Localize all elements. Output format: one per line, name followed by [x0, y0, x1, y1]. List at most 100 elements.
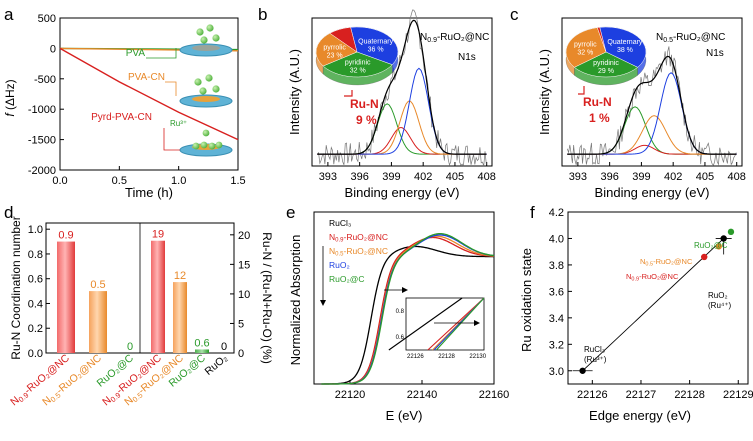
trend-line — [582, 238, 724, 372]
y-tick-label-a: -2000 — [28, 165, 56, 177]
bar-cn-label: 0.5 — [90, 279, 105, 291]
y-tick-label-a: 500 — [38, 13, 56, 25]
label-n09-f: N0.9-RuO₂@NC — [626, 272, 679, 283]
pie-slice-pct: 32 % — [577, 49, 593, 56]
y-tick-label-f: 3.2 — [549, 339, 564, 351]
inset-curve — [427, 297, 485, 351]
x-axis-label-e: E (eV) — [386, 408, 423, 423]
plot-frame-a — [59, 17, 239, 171]
y-tick-label-left-d: 0.0 — [28, 348, 43, 360]
bar-cn — [57, 241, 75, 353]
y-tick-label-left-d: 1.0 — [28, 224, 43, 236]
panel-letter-a: a — [4, 5, 14, 24]
pie-slice — [573, 51, 639, 78]
label-rucl3-sub: (Ru³⁺) — [584, 355, 607, 364]
pie-slice-name: Quaternary — [358, 38, 394, 45]
y-tick-label-right-d: 5 — [238, 318, 244, 330]
y-tick-label-left-d: 0.2 — [28, 323, 43, 335]
inset-y-tick-label: 0.6 — [396, 335, 405, 341]
pie-slice — [350, 26, 399, 66]
x-tick-label-f: 22126 — [577, 389, 608, 401]
label-pva: PVA — [126, 48, 146, 59]
scatter-f — [572, 228, 735, 374]
plot-frame-c — [561, 17, 743, 167]
pie-slice — [329, 27, 358, 53]
bar-pct-label: 0 — [221, 341, 227, 353]
n1s-label-b: N1s — [458, 52, 476, 63]
panel-letter-b: b — [258, 5, 267, 24]
spectrum-b — [317, 9, 487, 167]
x-tick-label-e: 22160 — [479, 389, 510, 401]
x-tick-label: 393 — [319, 171, 337, 183]
inset-curve — [388, 297, 463, 351]
bar-cn — [89, 291, 107, 353]
x-tick-label: 396 — [600, 171, 618, 183]
category-label-d: RuO₂ — [203, 352, 230, 378]
y-axis-label-left-d: Ru-N Coordination number — [9, 216, 23, 359]
x-ticks-b: 393 396 399 402 405 408 — [319, 162, 496, 183]
x-axis-label-c: Binding energy (eV) — [595, 185, 710, 200]
lines-a — [59, 47, 239, 141]
x-tick-label: 405 — [446, 171, 464, 183]
pie-slice — [599, 26, 647, 68]
bar-pct — [173, 282, 187, 353]
sample-label-b: N0.9-RuO₂@NC — [420, 32, 489, 44]
pie-slice-pct: 23 % — [327, 52, 343, 59]
x-tick-label-a: 0.0 — [52, 175, 67, 187]
bar-cn-label: 0 — [127, 341, 133, 353]
pie-slice-name: pyrrolic — [574, 41, 597, 48]
y-ticks-f: 3.0 3.2 3.4 3.6 3.8 4.0 4.2 — [549, 207, 572, 378]
disc-illustration-2 — [179, 74, 233, 108]
y-axis-label-c: Intensity (A.U.) — [537, 49, 552, 135]
pie-slice-name: Quaternary — [607, 39, 643, 46]
x-ticks-f: 22126 22127 22128 22129 — [577, 380, 753, 401]
label-ruo2: RuO₂ — [708, 291, 728, 300]
bars-d: 0.9 0.5 0 19 12 0.6 0 — [57, 229, 227, 353]
xanes-curves-e — [321, 233, 495, 385]
x-tick-label: 402 — [414, 171, 432, 183]
x-tick-label-a: 0.5 — [112, 175, 127, 187]
label-ruo2-sub: (Ru⁴⁺) — [708, 301, 732, 310]
y-tick-label-a: 0 — [50, 43, 56, 55]
component-peak — [317, 103, 487, 155]
y-tick-label-f: 3.8 — [549, 260, 564, 272]
x-tick-label-e: 22120 — [335, 389, 366, 401]
x-tick-label: 405 — [696, 171, 714, 183]
y-axis-label-f: Ru oxidation state — [519, 248, 534, 352]
pie-slice — [596, 27, 607, 53]
component-peak — [317, 127, 487, 155]
x-axis-label-a: Time (h) — [125, 185, 173, 200]
series-line-a — [59, 47, 239, 141]
category-labels-d: N0.9-RuO₂@NCN0.5-RuO₂@NCRuO₂@CN0.9-RuO₂@… — [8, 352, 230, 408]
label-pva-cn: PVA-CN — [128, 72, 165, 83]
y-tick-label-right-d: 15 — [238, 259, 250, 271]
panel-b: b 393 396 399 402 405 408 Intensity (A.U.) Bi… — [258, 5, 496, 200]
x-tick-label-f: 22128 — [674, 389, 705, 401]
y-tick-label-a: -500 — [34, 74, 56, 86]
x-axis-label-b: Binding energy (eV) — [345, 185, 460, 200]
pie-slice-pct: 32 % — [350, 68, 366, 75]
x-tick-label-a: 1.5 — [230, 175, 245, 187]
sample-label-c: N0.5-RuO₂@NC — [656, 32, 725, 44]
x-tick-label-e: 22140 — [407, 389, 438, 401]
panel-e: e 22120 22140 22160 Normalized Absorption … — [286, 203, 509, 423]
y-axis-label-b: Intensity (A.U.) — [287, 49, 302, 135]
legend-entry-e: N0.9-RuO₂@NC — [329, 232, 388, 244]
bar-pct-label: 19 — [152, 229, 164, 241]
y-tick-label-f: 3.6 — [549, 286, 564, 298]
disc-illustration-1 — [179, 24, 233, 57]
y-tick-label-f: 3.4 — [549, 313, 564, 325]
inset-y-tick-label: 0.8 — [396, 309, 405, 315]
legend-e: RuCl₃ N0.9-RuO₂@NC N0.5-RuO₂@NC RuO₂ RuO₂@C — [329, 218, 388, 284]
scatter-point — [701, 253, 708, 261]
inset-x-tick-label: 22130 — [469, 354, 486, 360]
y-tick-label-left-d: 0.6 — [28, 274, 43, 286]
pie-slice-name: pyrrolic — [323, 44, 346, 51]
legend-entry-e: RuO₂@C — [329, 274, 365, 284]
pie-slice-name: pyridinic — [593, 60, 619, 67]
ru-n-pct-c: 1 % — [589, 111, 610, 125]
scatter-point — [579, 367, 586, 374]
xanes-curve — [321, 233, 495, 385]
bar-cn-label: 0.9 — [58, 230, 73, 242]
